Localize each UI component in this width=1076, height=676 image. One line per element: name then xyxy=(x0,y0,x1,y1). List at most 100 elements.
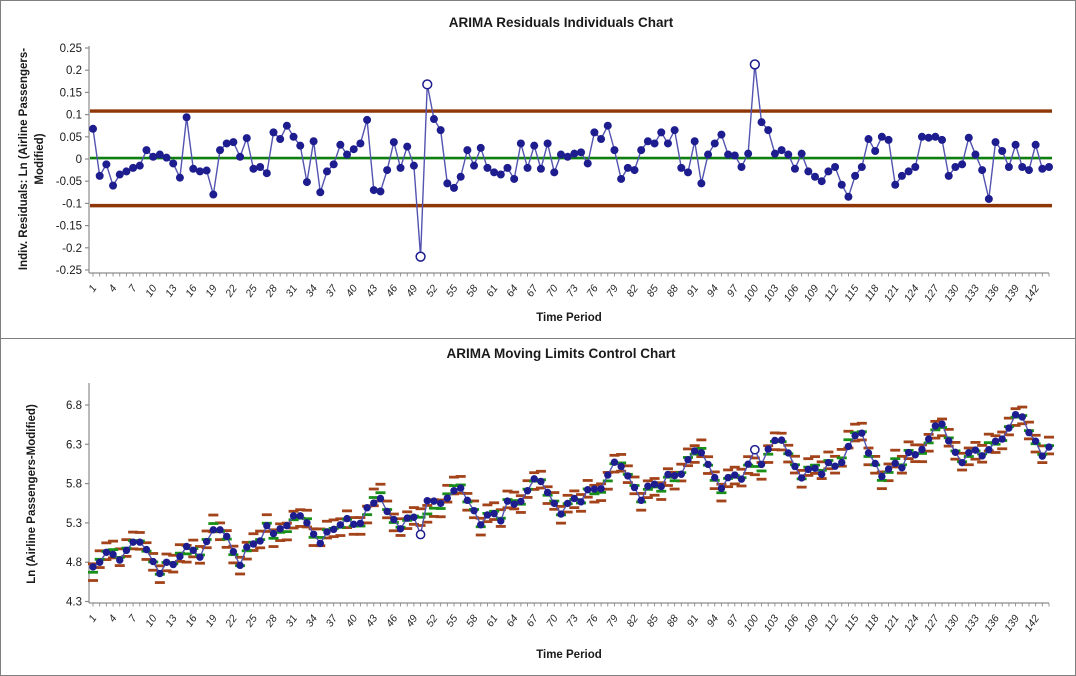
data-point xyxy=(102,548,111,556)
x-tick-label: 85 xyxy=(644,283,661,300)
y-tick-label: -0.05 xyxy=(56,176,82,188)
data-point xyxy=(737,162,746,171)
data-point xyxy=(155,150,164,159)
x-tick-label: 4 xyxy=(106,283,119,295)
data-point xyxy=(383,166,392,175)
data-point xyxy=(102,160,111,169)
x-tick-label: 85 xyxy=(644,613,661,630)
data-point xyxy=(109,550,117,559)
x-tick-label: 22 xyxy=(223,613,240,630)
data-point xyxy=(878,472,886,481)
x-tick-label: 127 xyxy=(922,282,943,304)
x-tick-label: 34 xyxy=(304,613,321,630)
data-point xyxy=(958,160,967,169)
data-point xyxy=(764,445,772,453)
data-point xyxy=(396,163,405,172)
chart2-observations-series xyxy=(89,410,1053,578)
y-tick-label: 6.8 xyxy=(66,400,82,412)
data-point xyxy=(162,153,171,162)
data-point xyxy=(817,177,826,186)
x-tick-label: 43 xyxy=(364,283,381,300)
data-point xyxy=(516,139,525,148)
data-point xyxy=(389,138,398,147)
data-point xyxy=(911,162,920,171)
y-tick-label: 0.05 xyxy=(60,132,82,144)
data-point xyxy=(409,161,418,170)
data-point xyxy=(697,179,706,188)
data-point xyxy=(864,135,873,144)
data-point xyxy=(249,164,258,173)
data-point xyxy=(891,459,899,467)
data-point xyxy=(670,471,679,480)
data-point xyxy=(724,473,732,482)
data-point xyxy=(770,149,779,158)
data-point xyxy=(456,484,465,492)
data-point xyxy=(984,194,993,203)
chart1-axes: 0.25 0.2 0.15 0.1 0.05 0 -0.05 -0.1 -0.15 -0.2 -0.… xyxy=(56,43,1050,304)
data-point xyxy=(222,139,231,148)
residuals-individuals-chart: ARIMA Residuals Individuals Chart Indiv.… xyxy=(18,15,1053,324)
data-point xyxy=(456,172,465,181)
data-point xyxy=(429,115,438,124)
x-tick-label: 10 xyxy=(143,283,160,300)
data-point xyxy=(363,504,371,512)
data-point xyxy=(917,132,926,141)
x-tick-label: 124 xyxy=(902,283,922,304)
data-point xyxy=(256,537,264,545)
x-tick-label: 4 xyxy=(106,613,119,625)
data-point xyxy=(1031,140,1040,149)
data-point xyxy=(343,150,352,159)
data-point xyxy=(577,498,585,506)
y-tick-label: 0.25 xyxy=(60,43,82,55)
data-point xyxy=(944,171,953,180)
data-point xyxy=(724,150,733,159)
x-tick-label: 106 xyxy=(782,283,802,304)
x-tick-label: 103 xyxy=(761,613,781,634)
x-tick-label: 19 xyxy=(203,283,220,300)
data-point xyxy=(563,152,572,161)
data-point xyxy=(450,183,459,192)
data-point xyxy=(824,167,833,176)
data-point xyxy=(603,121,612,130)
data-point xyxy=(864,449,873,457)
data-point xyxy=(1031,437,1040,445)
x-tick-label: 67 xyxy=(524,282,541,299)
data-point xyxy=(710,139,719,148)
data-point xyxy=(711,473,719,482)
data-point xyxy=(410,513,418,521)
data-point xyxy=(884,135,893,144)
data-point xyxy=(229,138,238,147)
x-tick-label: 100 xyxy=(741,613,761,634)
data-point xyxy=(844,442,853,451)
x-tick-label: 91 xyxy=(685,613,702,629)
data-point xyxy=(931,132,940,141)
x-tick-label: 40 xyxy=(344,283,361,300)
x-tick-label: 61 xyxy=(484,613,501,629)
series-line xyxy=(92,64,1050,257)
data-point xyxy=(289,132,298,141)
data-point xyxy=(443,494,452,502)
data-point xyxy=(790,164,799,173)
chart1-y-axis-title-line2: Modified) xyxy=(34,133,46,184)
data-point xyxy=(971,150,980,159)
data-point xyxy=(243,543,251,551)
data-point xyxy=(116,556,124,564)
x-tick-label: 64 xyxy=(504,613,521,630)
data-point xyxy=(262,169,271,178)
data-point xyxy=(791,462,799,471)
data-point xyxy=(931,422,940,430)
x-tick-label: 94 xyxy=(705,283,722,300)
data-point xyxy=(991,138,1000,147)
data-point xyxy=(1025,428,1033,437)
x-tick-label: 37 xyxy=(324,612,341,629)
x-tick-label: 88 xyxy=(665,613,682,630)
data-point xyxy=(322,167,331,176)
data-point xyxy=(216,146,225,155)
chart2-title: ARIMA Moving Limits Control Chart xyxy=(447,346,676,361)
data-point xyxy=(757,460,766,469)
data-point xyxy=(570,149,579,158)
data-point xyxy=(657,482,665,491)
x-tick-label: 76 xyxy=(584,613,601,630)
x-tick-label: 58 xyxy=(464,613,481,630)
data-point xyxy=(837,180,846,189)
